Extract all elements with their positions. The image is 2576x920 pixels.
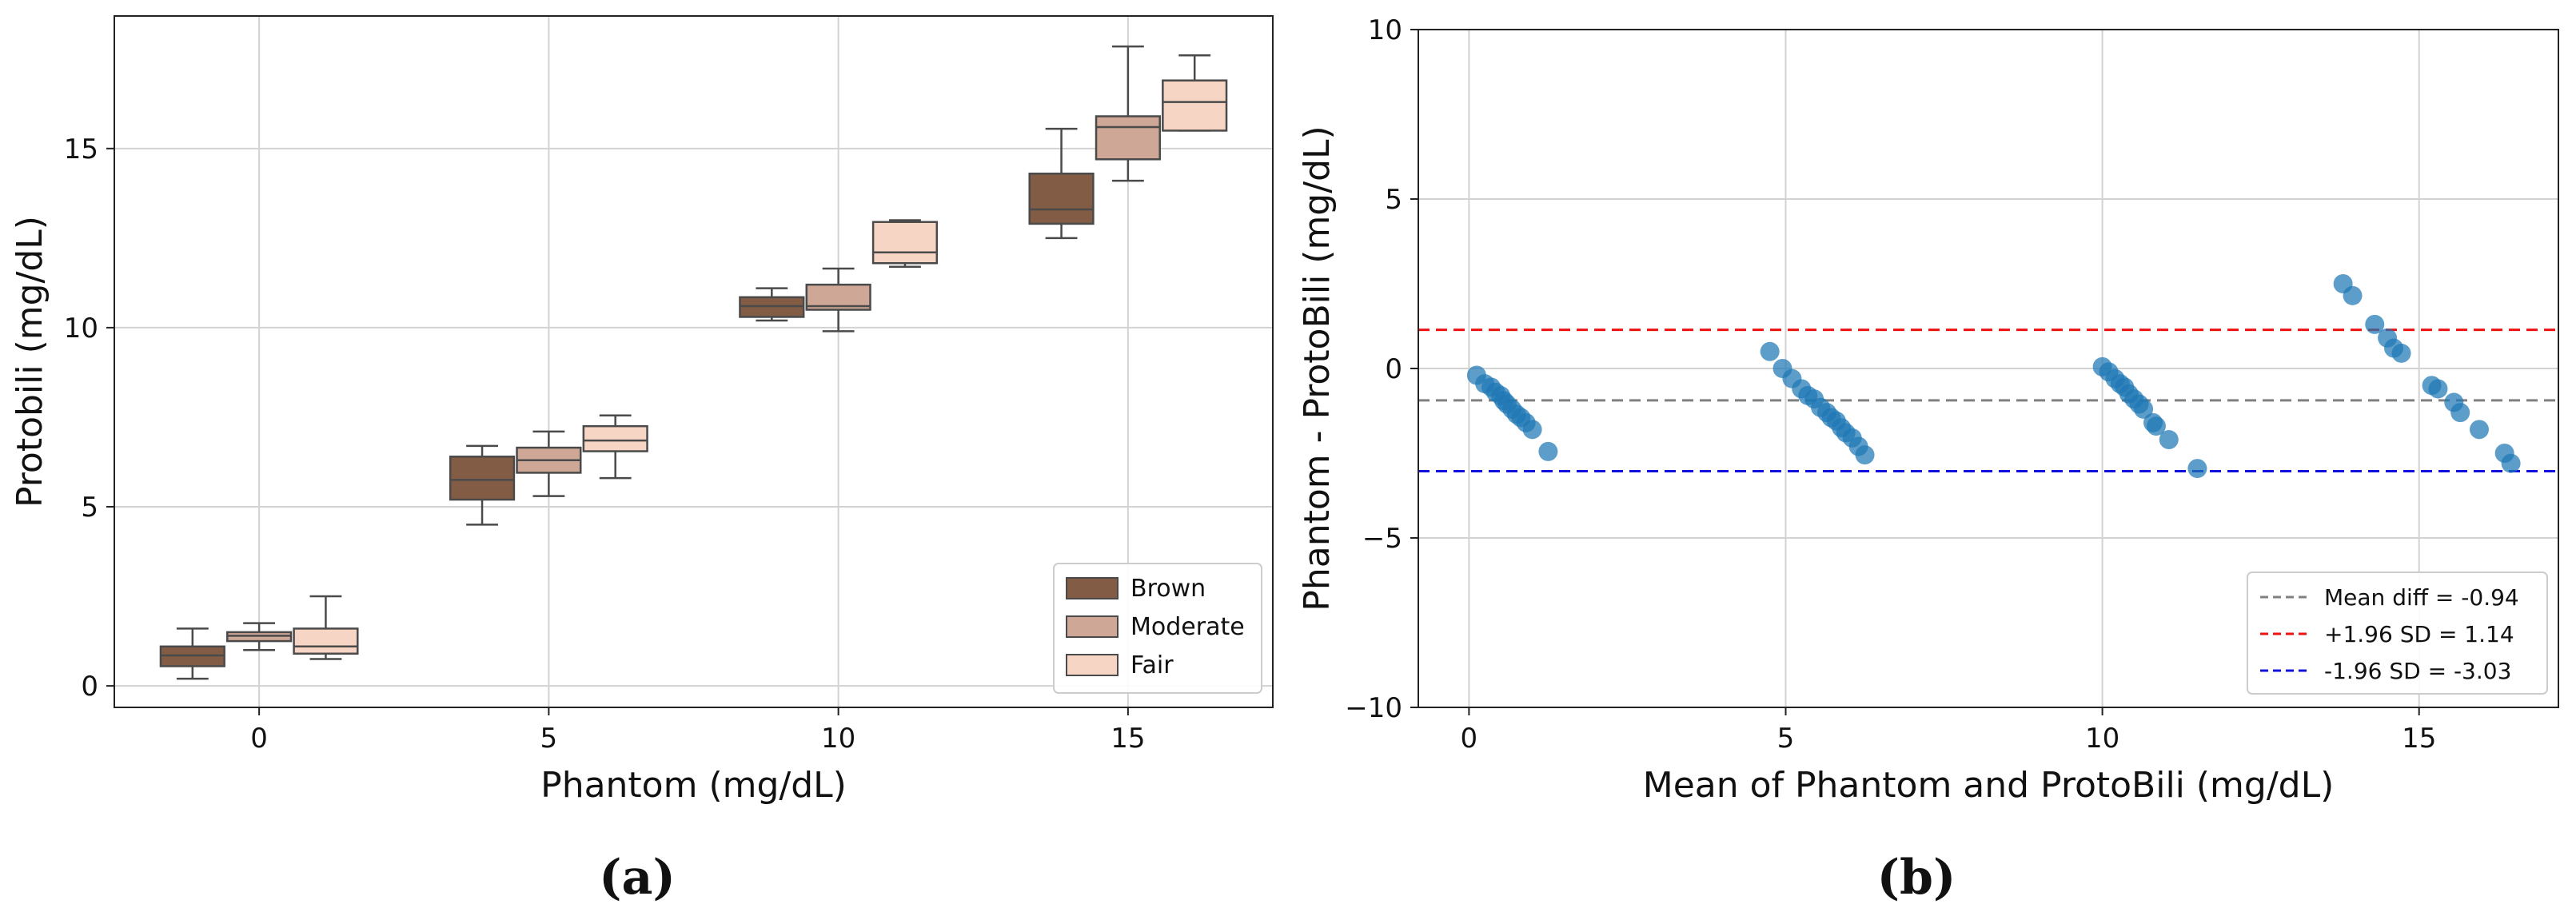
- data-point: [1855, 445, 1875, 465]
- box-plot-legend-label: Fair: [1130, 651, 1174, 679]
- data-point: [1538, 441, 1558, 461]
- bland-altman-y-tick-label: 0: [1385, 353, 1402, 385]
- bland-altman-legend: Mean diff = -0.94 +1.96 SD = 1.14 -1.96 SD…: [2247, 572, 2548, 695]
- box-moderate-5: [516, 430, 582, 497]
- box-plot-legend: Brown Moderate Fair: [1053, 563, 1262, 694]
- box-body: [449, 456, 516, 501]
- box-fair-10: [871, 219, 939, 268]
- data-point: [2365, 314, 2385, 334]
- data-point: [1760, 341, 1780, 361]
- bland-altman-y-tick-label: 10: [1368, 14, 1402, 46]
- box-moderate-0: [226, 622, 293, 651]
- data-point: [2343, 285, 2363, 305]
- data-point: [2450, 403, 2470, 423]
- box-plot-legend-swatch: [1066, 577, 1119, 599]
- box-fair-0: [293, 595, 359, 660]
- bland-altman-x-tick-label: 15: [2402, 723, 2436, 755]
- box-moderate-10: [805, 267, 871, 333]
- box-plot-y-tick-label: 0: [81, 671, 98, 703]
- box-plot-y-axis-label: Protobili (mg/dL): [10, 216, 50, 508]
- bland-altman-points: [1466, 274, 2521, 479]
- box-body: [1162, 79, 1228, 132]
- data-point: [2134, 399, 2154, 419]
- box-plot-boxes: [159, 45, 1228, 680]
- box-plot-x-tick-label: 0: [250, 723, 268, 755]
- bland-altman-panel: 0 5 10 15 −10 −5 0 5 10 Mean of Phantom and Prot…: [1297, 14, 2559, 906]
- box-plot-legend-swatch: [1066, 654, 1119, 676]
- box-plot-y-tick-label: 5: [81, 492, 98, 524]
- box-body: [582, 424, 648, 452]
- box-plot-x-tick-label: 15: [1111, 723, 1145, 755]
- data-point: [1522, 420, 1542, 440]
- data-point: [2146, 416, 2166, 436]
- bland-altman-x-axis-label: Mean of Phantom and ProtoBili (mg/dL): [1643, 765, 2335, 806]
- bland-altman-x-tick-label: 5: [1777, 723, 1795, 755]
- box-plot-x-axis-label: Phantom (mg/dL): [540, 765, 847, 806]
- box-fair-15: [1162, 54, 1228, 132]
- bland-altman-x-tick-label: 10: [2085, 723, 2119, 755]
- data-point: [2428, 379, 2448, 399]
- box-plot-x-tick-label: 10: [821, 723, 855, 755]
- bland-altman-ticks: 0 5 10 15 −10 −5 0 5 10: [1345, 14, 2436, 755]
- box-plot-legend-label: Brown: [1130, 575, 1206, 603]
- box-moderate-15: [1095, 45, 1161, 182]
- box-fair-5: [582, 414, 648, 480]
- bland-altman-legend-frame: [2247, 572, 2548, 695]
- data-point: [2159, 430, 2179, 450]
- data-point: [2469, 420, 2489, 440]
- bland-altman-x-tick-label: 0: [1461, 723, 1478, 755]
- box-body: [871, 221, 939, 265]
- bland-altman-y-tick-label: 5: [1385, 184, 1402, 216]
- panel-label-a: (a): [599, 850, 676, 906]
- box-body: [293, 627, 359, 655]
- data-point: [2501, 453, 2521, 473]
- box-body: [1095, 115, 1161, 161]
- data-point: [2391, 343, 2411, 363]
- data-point: [2187, 459, 2207, 479]
- box-plot-ticks: 0 5 10 15 0 5 10 15: [64, 133, 1146, 755]
- bland-altman-y-tick-label: −5: [1362, 523, 1402, 555]
- box-plot-legend-label: Moderate: [1130, 613, 1245, 641]
- box-body: [1028, 172, 1095, 225]
- bland-altman-y-tick-label: −10: [1345, 692, 1402, 724]
- box-plot-y-tick-label: 15: [64, 133, 98, 165]
- box-plot-frame: [114, 15, 1274, 708]
- bland-altman-legend-label: +1.96 SD = 1.14: [2324, 621, 2514, 647]
- box-plot-y-tick-label: 10: [64, 313, 98, 345]
- box-brown-5: [449, 444, 516, 526]
- box-brown-0: [159, 627, 225, 680]
- bland-altman-y-axis-label: Phantom - ProtoBili (mg/dL): [1297, 125, 1338, 611]
- panel-label-b: (b): [1877, 850, 1956, 906]
- box-brown-15: [1028, 127, 1095, 240]
- bland-altman-legend-label: -1.96 SD = -3.03: [2324, 658, 2511, 684]
- box-plot-legend-swatch: [1066, 615, 1119, 638]
- box-brown-10: [739, 287, 805, 322]
- bland-altman-legend-label: Mean diff = -0.94: [2324, 584, 2519, 611]
- box-plot-panel: 0 5 10 15 0 5 10 15 Phantom (mg/dL) Protobili (…: [10, 15, 1274, 906]
- box-plot-x-tick-label: 5: [540, 723, 558, 755]
